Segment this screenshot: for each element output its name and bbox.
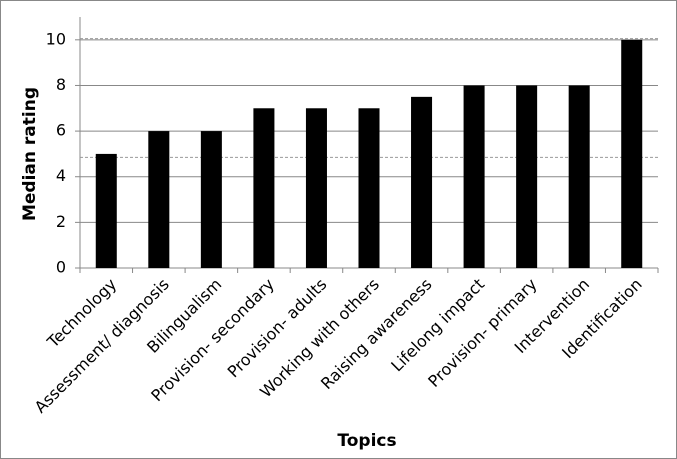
x-axis-title: Topics [337,431,396,451]
bar [148,131,170,268]
bar [200,131,222,268]
y-tick-label: 0 [56,258,66,277]
bar [568,85,590,268]
bar [95,153,117,268]
y-tick-label: 8 [56,75,66,94]
y-tick-label: 6 [56,121,66,140]
y-axis-title: Median rating [20,87,40,221]
bar [305,108,327,268]
bar [621,39,643,269]
bar [516,85,538,268]
bar [463,85,485,268]
y-tick-label: 10 [46,29,66,48]
y-tick-label: 2 [56,212,66,231]
bar [358,108,380,268]
bar [253,108,275,268]
bar [411,96,433,268]
y-tick-label: 4 [56,166,66,185]
